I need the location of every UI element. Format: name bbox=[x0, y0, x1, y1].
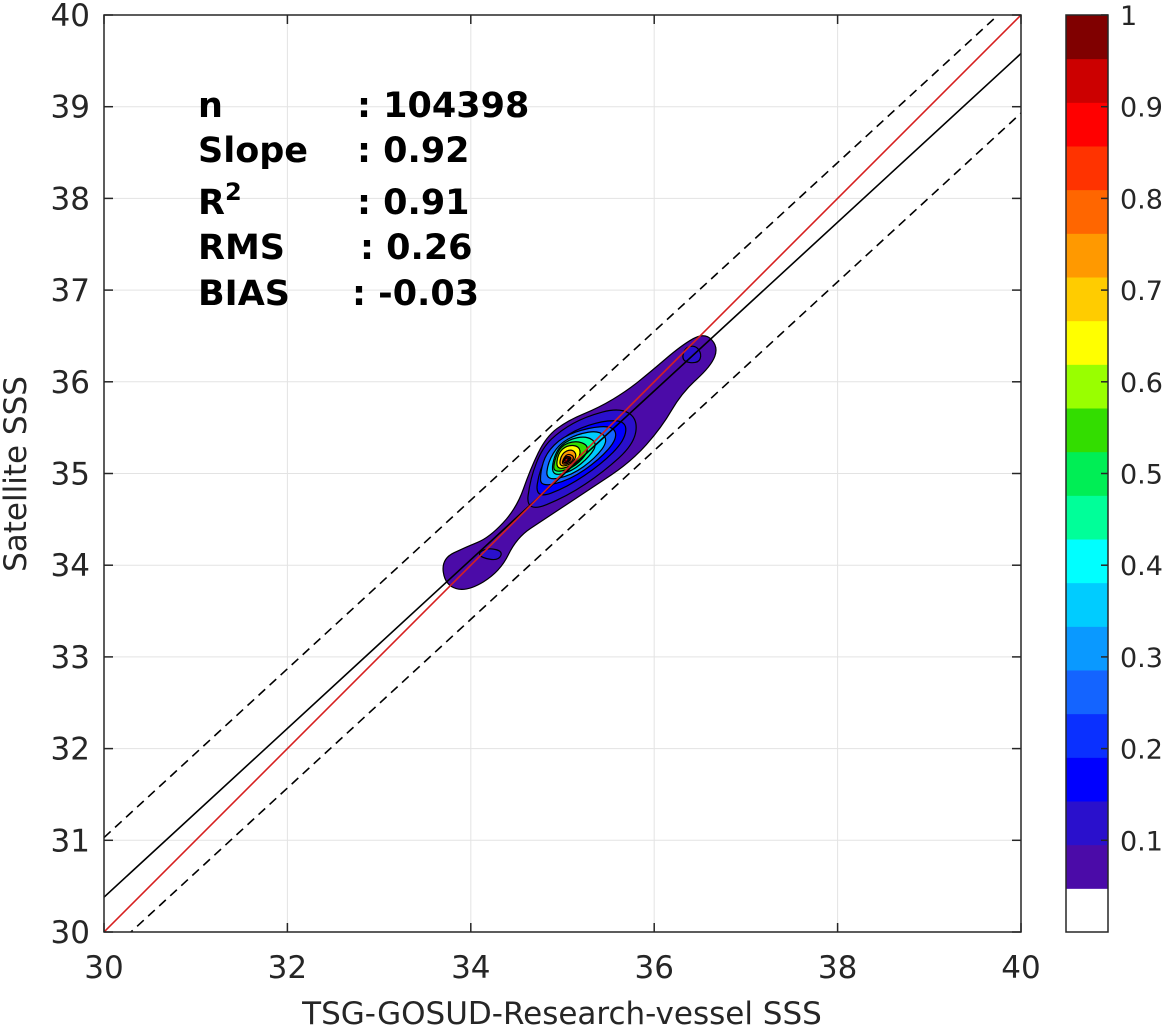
x-tick-label: 30 bbox=[84, 950, 123, 986]
colorbar-segment bbox=[1066, 801, 1108, 846]
grid-lines bbox=[103, 14, 1022, 933]
y-axis-ticks: 30 31 32 33 34 35 36 37 38 39 40 bbox=[51, 0, 1021, 951]
colorbar-segment bbox=[1066, 844, 1108, 889]
colorbar: 0.1 0.2 0.3 0.4 0.5 0.6 0.7 0.8 0.9 1 bbox=[1065, 1, 1163, 933]
lower-bound-line bbox=[129, 112, 1021, 932]
x-tick-label: 38 bbox=[818, 950, 857, 986]
colorbar-tick-label: 0.8 bbox=[1120, 184, 1163, 215]
colorbar-segment bbox=[1066, 15, 1108, 60]
y-tick-label: 40 bbox=[51, 0, 90, 34]
stat-rms-value: : 0.26 bbox=[360, 228, 473, 268]
y-axis-label: Satellite SSS bbox=[0, 376, 34, 572]
stat-n-key: n bbox=[198, 86, 223, 126]
identity-line bbox=[104, 15, 1021, 932]
stat-slope-value: : 0.92 bbox=[357, 131, 470, 171]
colorbar-segment bbox=[1066, 233, 1108, 278]
colorbar-tick-label: 0.2 bbox=[1120, 735, 1163, 766]
y-tick-label: 33 bbox=[51, 640, 90, 676]
colorbar-segment bbox=[1066, 888, 1108, 933]
x-tick-label: 40 bbox=[1001, 950, 1040, 986]
colorbar-segment bbox=[1066, 102, 1108, 147]
colorbar-tick-label: 0.1 bbox=[1120, 826, 1163, 857]
y-tick-label: 30 bbox=[51, 915, 90, 951]
density-contour bbox=[567, 457, 571, 461]
regression-line bbox=[104, 52, 1021, 898]
y-tick-label: 38 bbox=[51, 181, 90, 217]
colorbar-tick-label: 1 bbox=[1120, 1, 1137, 32]
y-tick-label: 35 bbox=[51, 457, 90, 493]
y-tick-label: 34 bbox=[51, 548, 90, 584]
x-tick-label: 32 bbox=[268, 950, 307, 986]
colorbar-segment bbox=[1066, 146, 1108, 191]
statistics-annotation: n : 104398 Slope : 0.92 R2 : 0.91 RMS : … bbox=[198, 86, 529, 314]
y-tick-label: 37 bbox=[51, 273, 90, 309]
colorbar-segment bbox=[1066, 670, 1108, 715]
colorbar-tick-label: 0.9 bbox=[1120, 93, 1163, 124]
stat-r2-key: R2 bbox=[198, 178, 242, 223]
stat-r2-value: : 0.91 bbox=[357, 183, 470, 223]
colorbar-tick-label: 0.4 bbox=[1120, 551, 1163, 582]
stat-r2-superscript: 2 bbox=[225, 178, 242, 206]
colorbar-tick-label: 0.6 bbox=[1120, 368, 1163, 399]
y-tick-label: 31 bbox=[51, 823, 90, 859]
x-axis-label: TSG-GOSUD-Research-vessel SSS bbox=[301, 996, 822, 1028]
colorbar-segment bbox=[1066, 757, 1108, 802]
colorbar-segment bbox=[1066, 320, 1108, 365]
x-tick-label: 34 bbox=[451, 950, 490, 986]
stat-r2-base: R bbox=[198, 183, 225, 223]
stat-bias-value: : -0.03 bbox=[352, 274, 479, 314]
colorbar-segment bbox=[1066, 539, 1108, 584]
colorbar-segment bbox=[1066, 582, 1108, 627]
colorbar-segment bbox=[1066, 277, 1108, 322]
stat-n-value: : 104398 bbox=[357, 86, 529, 126]
colorbar-segment bbox=[1066, 189, 1108, 234]
stat-slope-key: Slope bbox=[198, 131, 308, 171]
colorbar-segment bbox=[1066, 713, 1108, 758]
stat-rms-key: RMS bbox=[198, 228, 285, 268]
colorbar-tick-label: 0.3 bbox=[1120, 643, 1163, 674]
x-tick-label: 36 bbox=[634, 950, 673, 986]
colorbar-tick-label: 0.5 bbox=[1120, 460, 1163, 491]
colorbar-segment bbox=[1066, 626, 1108, 671]
density-contour bbox=[682, 345, 702, 364]
colorbar-tick-label: 0.7 bbox=[1120, 276, 1163, 307]
y-tick-label: 39 bbox=[51, 90, 90, 126]
colorbar-segment bbox=[1066, 364, 1108, 409]
y-tick-label: 36 bbox=[51, 365, 90, 401]
colorbar-segment bbox=[1066, 408, 1108, 453]
stat-bias-key: BIAS bbox=[198, 274, 290, 314]
colorbar-segment bbox=[1066, 58, 1108, 103]
y-tick-label: 32 bbox=[51, 732, 90, 768]
reference-lines bbox=[104, 15, 1021, 932]
upper-bound-line bbox=[104, 15, 1000, 839]
x-axis-ticks: 30 32 34 36 38 40 bbox=[84, 15, 1041, 986]
colorbar-segment bbox=[1066, 495, 1108, 540]
